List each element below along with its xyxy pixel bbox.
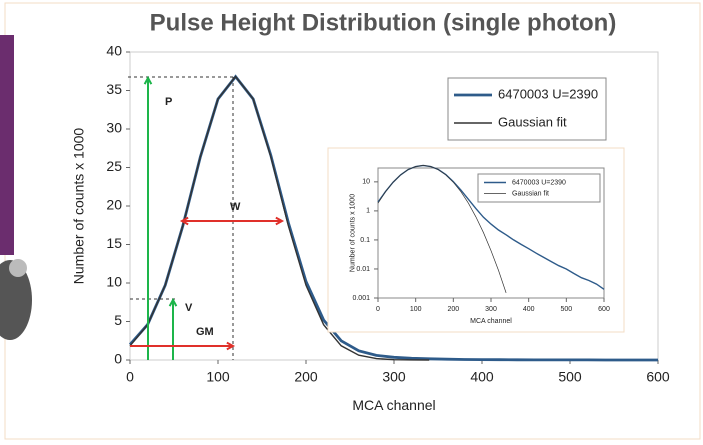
y-tick-label: 0.01 xyxy=(356,266,370,273)
y-axis-label: Number of counts x 1000 xyxy=(350,194,357,272)
x-tick-label: 400 xyxy=(470,369,494,385)
annotation: GM xyxy=(196,326,214,338)
series-line xyxy=(377,165,507,294)
legend-box xyxy=(447,77,607,141)
x-tick-label: 0 xyxy=(126,369,134,385)
x-tick-label: 300 xyxy=(485,306,497,313)
y-tick-label: 0 xyxy=(114,351,122,367)
x-tick-label: 500 xyxy=(560,306,572,313)
x-axis-label: MCA channel xyxy=(352,397,435,413)
y-tick-label: 40 xyxy=(106,43,122,59)
legend-label: 6470003 U=2390 xyxy=(512,179,566,186)
series-line xyxy=(129,75,430,361)
x-axis-label: MCA channel xyxy=(470,318,512,325)
legend-box xyxy=(477,173,601,203)
w-arrow-left-head xyxy=(179,216,189,226)
y-tick-label: 0.1 xyxy=(360,237,370,244)
chart-title: Pulse Height Distribution (single photon… xyxy=(150,9,617,36)
legend-label: Gaussian fit xyxy=(498,114,567,129)
x-tick-label: 100 xyxy=(410,306,422,313)
y-tick-label: 20 xyxy=(106,197,122,213)
annotation: P xyxy=(165,96,172,108)
legend-label: 6470003 U=2390 xyxy=(498,86,598,101)
y-tick-label: 15 xyxy=(106,235,122,251)
y-tick-label: 10 xyxy=(362,179,370,186)
gm-arrow-head xyxy=(226,341,236,351)
x-tick-label: 200 xyxy=(294,369,318,385)
x-tick-label: 0 xyxy=(376,306,380,313)
side-bar xyxy=(0,35,14,255)
y-tick-label: 5 xyxy=(114,312,122,328)
w-arrow-right-head xyxy=(275,216,285,226)
x-tick-label: 300 xyxy=(382,369,406,385)
y-axis-label: Number of counts x 1000 xyxy=(70,128,86,285)
device-image xyxy=(0,260,32,340)
y-tick-label: 30 xyxy=(106,120,122,136)
y-tick-label: 1 xyxy=(366,208,370,215)
y-tick-label: 25 xyxy=(106,158,122,174)
x-tick-label: 400 xyxy=(523,306,535,313)
legend-label: Gaussian fit xyxy=(512,190,549,197)
annotation: V xyxy=(185,302,193,314)
x-tick-label: 200 xyxy=(447,306,459,313)
x-tick-label: 500 xyxy=(558,369,582,385)
y-tick-label: 35 xyxy=(106,81,122,97)
p-arrow-head xyxy=(143,75,153,85)
x-tick-label: 600 xyxy=(646,369,670,385)
y-tick-label: 0.001 xyxy=(352,295,370,302)
annotation: W xyxy=(230,201,241,213)
y-tick-label: 10 xyxy=(106,274,122,290)
x-tick-label: 100 xyxy=(206,369,230,385)
x-tick-label: 600 xyxy=(598,306,610,313)
v-arrow-head xyxy=(168,297,178,307)
device-part xyxy=(9,259,27,277)
